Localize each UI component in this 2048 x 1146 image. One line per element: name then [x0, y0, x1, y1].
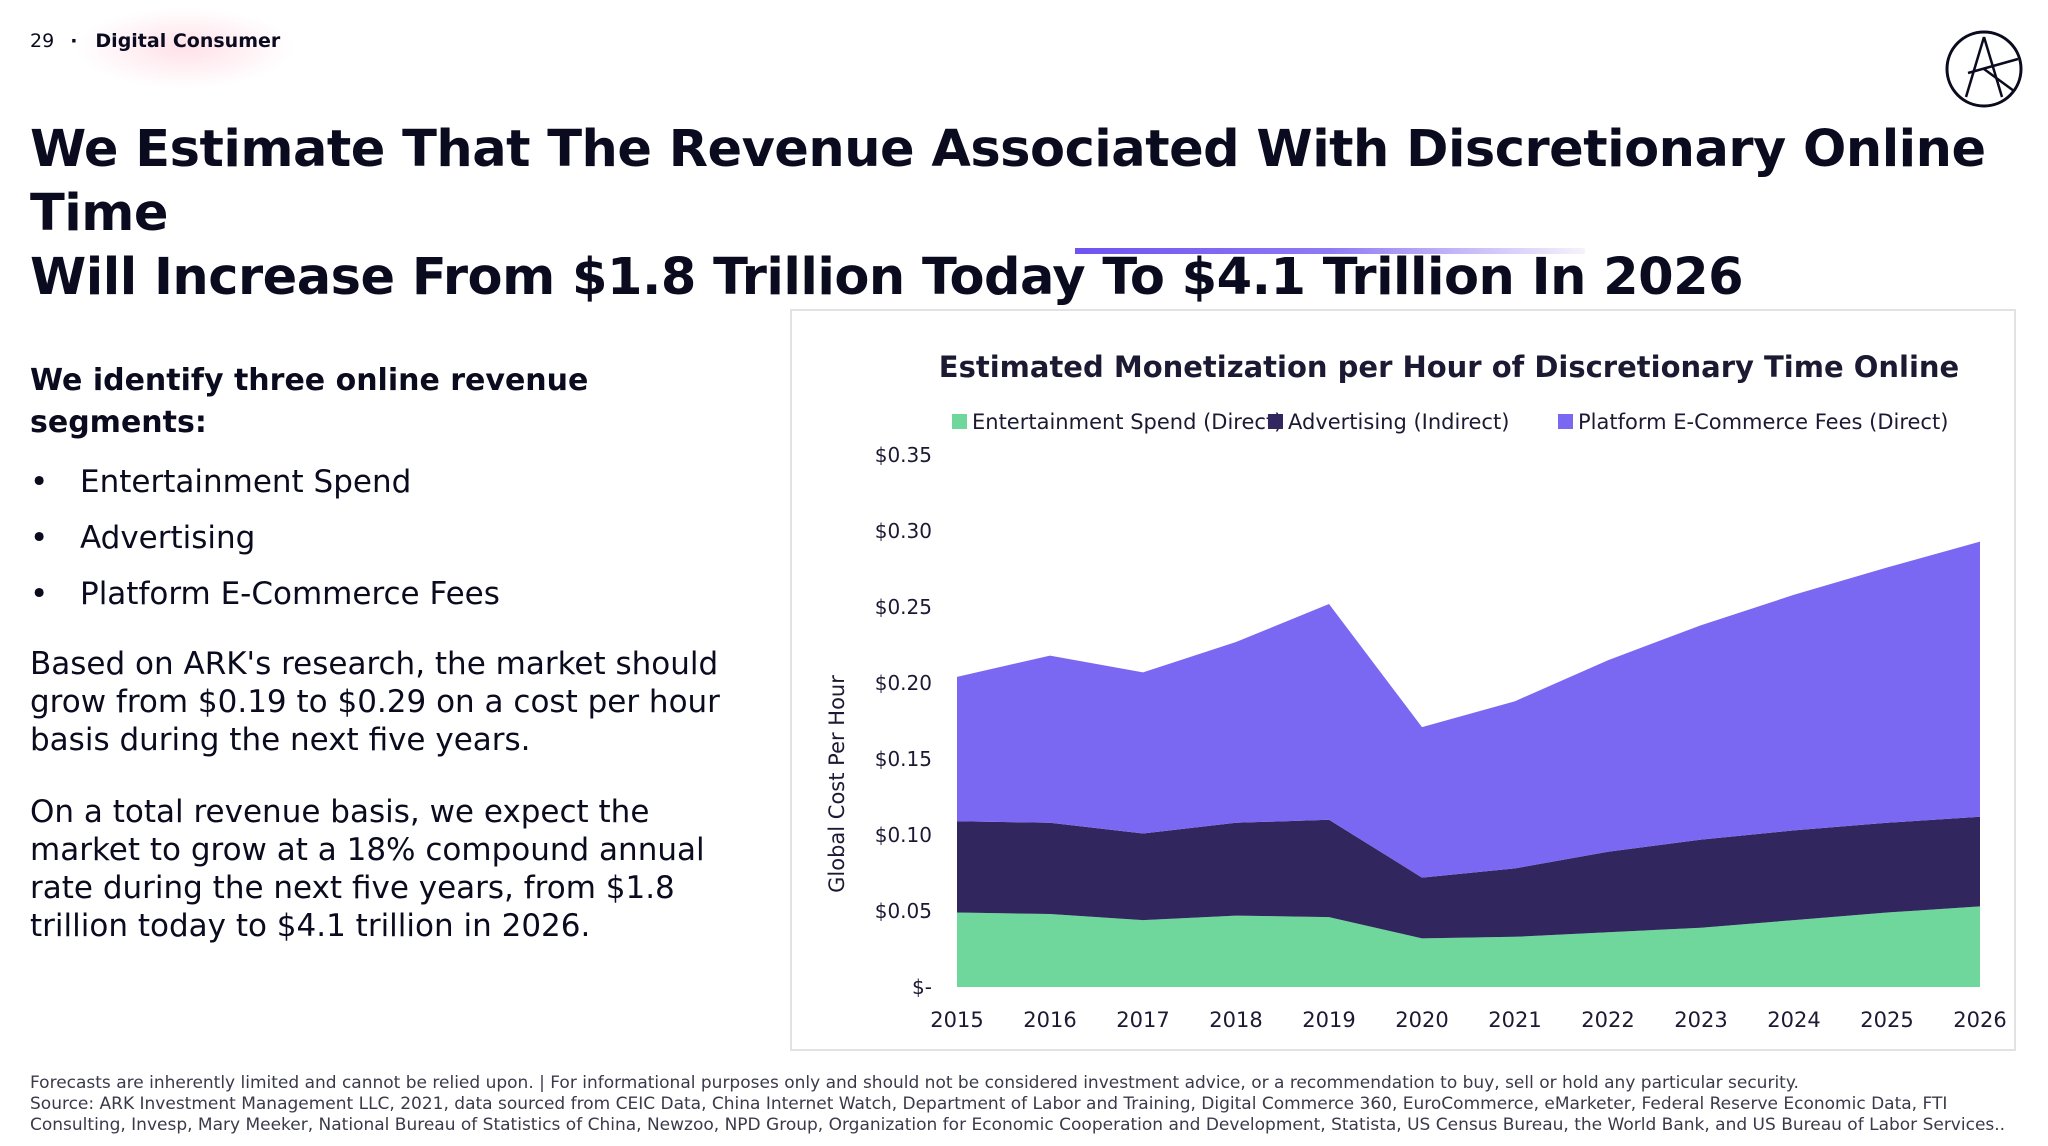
footer: Forecasts are inherently limited and can…	[30, 1073, 2020, 1136]
segments-block: We identify three online revenue segment…	[30, 360, 750, 622]
area-series-1	[957, 816, 1980, 939]
x-tick-label: 2026	[1953, 1008, 2006, 1032]
legend-label: Platform E-Commerce Fees (Direct)	[1578, 410, 1948, 434]
y-axis-ticks: $- $0.05 $0.10 $0.15 $0.20 $0.25 $0.30 $0.35	[875, 443, 932, 999]
list-item-label: Entertainment Spend	[80, 464, 412, 500]
monetization-area-chart: Estimated Monetization per Hour of Discr…	[825, 350, 2007, 1032]
bullet-glyph: •	[30, 576, 49, 612]
legend-swatch	[952, 414, 967, 429]
y-axis-label: Global Cost Per Hour	[825, 675, 849, 893]
x-tick-label: 2023	[1674, 1008, 1727, 1032]
y-tick-label: $0.35	[875, 443, 932, 467]
bullet-glyph: •	[30, 520, 49, 556]
x-tick-label: 2019	[1302, 1008, 1355, 1032]
x-tick-label: 2020	[1395, 1008, 1448, 1032]
y-tick-label: $0.10	[875, 823, 932, 847]
chart-areas	[957, 541, 1980, 987]
chart-title: Estimated Monetization per Hour of Discr…	[939, 350, 1959, 384]
legend-swatch	[1558, 414, 1573, 429]
x-tick-label: 2017	[1116, 1008, 1169, 1032]
title-line-1: We Estimate That The Revenue Associated …	[30, 120, 1986, 243]
y-tick-label: $0.30	[875, 519, 932, 543]
list-item-label: Platform E-Commerce Fees	[80, 576, 500, 612]
list-item: • Advertising	[30, 510, 750, 566]
header-separator: ·	[70, 30, 78, 52]
y-tick-label: $0.20	[875, 671, 932, 695]
page-header: 29 · Digital Consumer	[30, 30, 280, 52]
title-underline	[1075, 248, 1585, 254]
list-item-label: Advertising	[80, 520, 256, 556]
y-tick-label: $0.05	[875, 899, 932, 923]
page-title: We Estimate That The Revenue Associated …	[30, 118, 1990, 310]
title-line-2: Will Increase From $1.8 Trillion Today T…	[30, 248, 1182, 307]
x-tick-label: 2025	[1860, 1008, 1913, 1032]
y-tick-label: $0.15	[875, 747, 932, 771]
list-item: • Platform E-Commerce Fees	[30, 566, 750, 622]
x-tick-label: 2015	[930, 1008, 983, 1032]
bullet-glyph: •	[30, 464, 49, 500]
list-item: • Entertainment Spend	[30, 454, 750, 510]
x-tick-label: 2022	[1581, 1008, 1634, 1032]
x-tick-label: 2024	[1767, 1008, 1820, 1032]
legend-label: Advertising (Indirect)	[1288, 410, 1509, 434]
ark-logo-icon	[1945, 30, 2023, 108]
chart-legend: Entertainment Spend (Direct) Advertising …	[952, 410, 1948, 434]
x-tick-label: 2018	[1209, 1008, 1262, 1032]
legend-label: Entertainment Spend (Direct)	[972, 410, 1282, 434]
segments-heading: We identify three online revenue segment…	[30, 363, 589, 440]
title-emphasis: $4.1 Trillion In 2026	[1181, 248, 1744, 307]
section-label: Digital Consumer	[95, 30, 281, 52]
x-tick-label: 2016	[1023, 1008, 1076, 1032]
area-series-0	[957, 906, 1980, 987]
legend-swatch	[1268, 414, 1283, 429]
growth-paragraph: Based on ARK's research, the market shou…	[30, 646, 720, 758]
source-text: Source: ARK Investment Management LLC, 2…	[30, 1094, 2006, 1135]
y-tick-label: $-	[912, 975, 932, 999]
segments-list: • Entertainment Spend • Advertising • Platf…	[30, 454, 750, 622]
disclaimer-text: Forecasts are inherently limited and can…	[30, 1073, 1799, 1093]
x-axis-ticks: 2015 2016 2017 2018 2019 2020 2021 2022 2023 2024…	[930, 1008, 2006, 1032]
page-number: 29	[30, 30, 55, 52]
y-tick-label: $0.25	[875, 595, 932, 619]
x-tick-label: 2021	[1488, 1008, 1541, 1032]
header-glow	[75, 8, 295, 88]
area-series-2	[957, 541, 1980, 878]
revenue-paragraph: On a total revenue basis, we expect the …	[30, 794, 705, 944]
